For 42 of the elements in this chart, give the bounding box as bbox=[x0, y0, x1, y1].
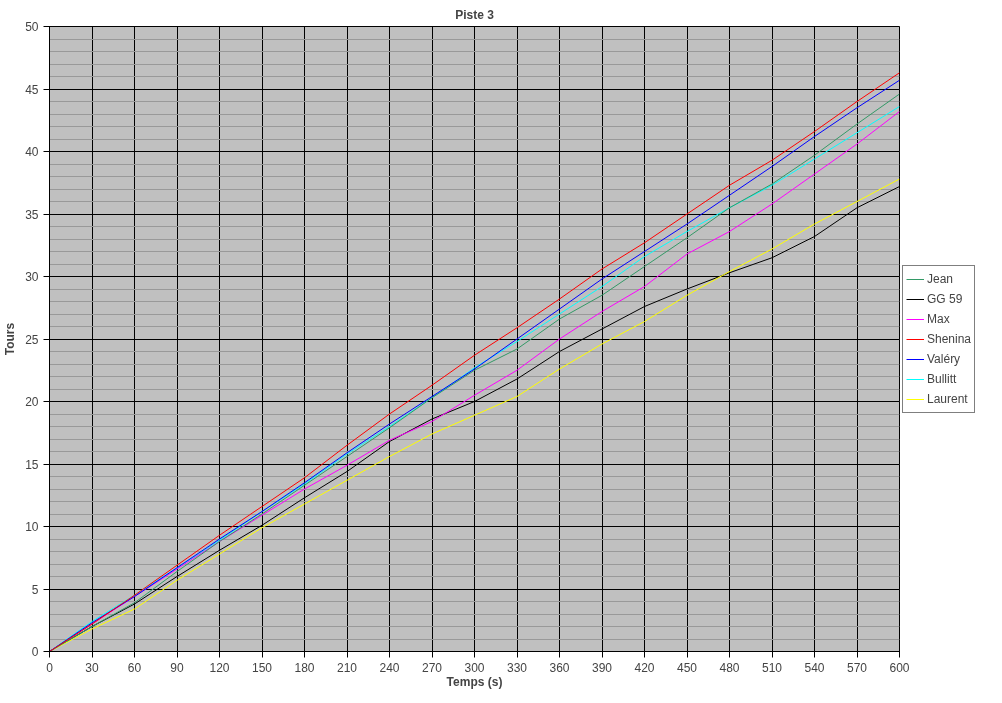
x-tick-label: 420 bbox=[634, 660, 655, 675]
y-axis-title: Tours bbox=[3, 322, 18, 356]
y-tick-label: 25 bbox=[25, 332, 39, 347]
x-tick-label: 510 bbox=[761, 660, 783, 675]
x-tick-label: 600 bbox=[889, 660, 910, 675]
x-tick-label: 210 bbox=[336, 660, 358, 675]
y-tick-label: 5 bbox=[31, 582, 39, 597]
y-tick-label: 15 bbox=[25, 457, 39, 472]
y-tick-label: 30 bbox=[25, 270, 39, 284]
x-tick-label: 300 bbox=[464, 660, 485, 675]
legend-label: Jean bbox=[927, 271, 954, 286]
y-tick-label: 10 bbox=[25, 520, 39, 534]
y-tick-label: 50 bbox=[25, 20, 39, 34]
legend-label: Valéry bbox=[927, 351, 961, 366]
legend-label: Shenina bbox=[927, 331, 972, 346]
x-tick-label: 540 bbox=[804, 660, 825, 675]
x-axis-title: Temps (s) bbox=[446, 674, 503, 689]
x-tick-label: 150 bbox=[251, 660, 273, 675]
x-tick-label: 60 bbox=[127, 660, 142, 675]
x-tick-label: 180 bbox=[294, 660, 315, 675]
legend-label: GG 59 bbox=[927, 291, 963, 306]
x-tick-label: 240 bbox=[379, 660, 400, 675]
x-tick-label: 120 bbox=[209, 660, 230, 675]
legend-label: Laurent bbox=[927, 391, 968, 406]
chart-title: Piste 3 bbox=[455, 7, 495, 22]
y-tick-label: 35 bbox=[25, 207, 39, 222]
x-tick-label: 0 bbox=[46, 660, 54, 675]
x-tick-label: 90 bbox=[170, 660, 184, 675]
x-tick-label: 450 bbox=[676, 660, 698, 675]
legend-label: Max bbox=[927, 311, 950, 326]
x-tick-label: 390 bbox=[591, 660, 613, 675]
x-tick-label: 480 bbox=[719, 660, 740, 675]
y-tick-label: 45 bbox=[25, 82, 39, 97]
x-tick-label: 30 bbox=[85, 660, 99, 675]
x-tick-label: 570 bbox=[846, 660, 868, 675]
y-tick-label: 40 bbox=[25, 145, 39, 159]
x-tick-label: 270 bbox=[421, 660, 443, 675]
y-tick-label: 20 bbox=[25, 395, 39, 409]
x-tick-label: 330 bbox=[506, 660, 528, 675]
x-tick-label: 360 bbox=[549, 660, 570, 675]
legend-label: Bullitt bbox=[927, 371, 957, 386]
y-tick-label: 0 bbox=[31, 645, 39, 659]
